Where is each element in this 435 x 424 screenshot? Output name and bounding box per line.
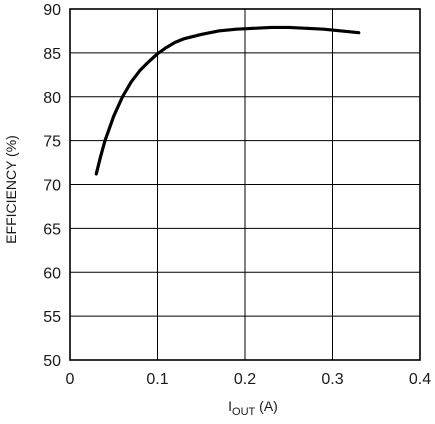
y-tick-label: 85 bbox=[43, 46, 61, 63]
x-axis-label-main: I bbox=[228, 398, 232, 414]
x-axis-label-unit: (A) bbox=[255, 398, 278, 414]
x-tick-label: 0.2 bbox=[234, 371, 256, 388]
efficiency-curve bbox=[94, 25, 361, 176]
x-tick-labels: 0 0.1 0.2 0.3 0.4 bbox=[66, 371, 432, 388]
series-layer bbox=[94, 25, 361, 176]
x-tick-label: 0.4 bbox=[409, 371, 431, 388]
y-tick-label: 90 bbox=[43, 2, 61, 19]
plot-frame bbox=[69, 8, 421, 361]
y-tick-label: 80 bbox=[43, 90, 61, 107]
y-tick-label: 70 bbox=[43, 178, 61, 195]
y-tick-label: 65 bbox=[43, 221, 61, 238]
y-tick-label: 55 bbox=[43, 309, 61, 326]
x-tick-label: 0.3 bbox=[321, 371, 343, 388]
y-tick-label: 75 bbox=[43, 134, 61, 151]
y-tick-labels: 50 55 60 65 70 75 80 85 90 bbox=[43, 2, 61, 370]
x-axis-label: IOUT (A) bbox=[228, 398, 278, 418]
y-axis-label: EFFICIENCY (%) bbox=[3, 135, 19, 244]
y-tick-label: 50 bbox=[43, 353, 61, 370]
x-tick-label: 0.1 bbox=[146, 371, 168, 388]
x-axis-label-sub: OUT bbox=[232, 406, 256, 418]
grid bbox=[69, 8, 421, 361]
y-tick-label: 60 bbox=[43, 265, 61, 282]
x-tick-label: 0 bbox=[66, 371, 75, 388]
